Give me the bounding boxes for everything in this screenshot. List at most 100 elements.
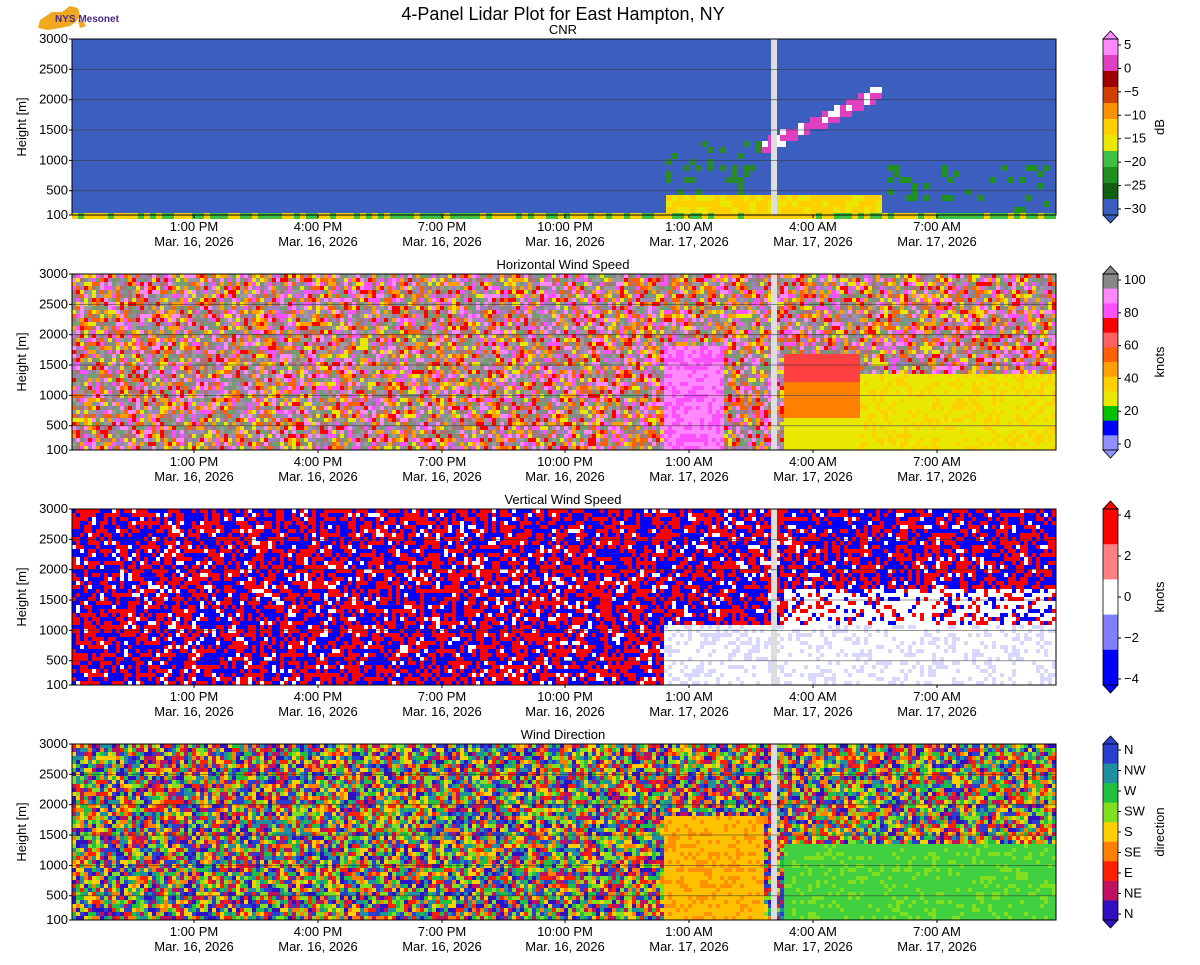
x-tick-time: 7:00 PM (418, 454, 466, 469)
x-tick-date: Mar. 16, 2026 (154, 939, 234, 954)
x-tick-time: 4:00 PM (294, 454, 342, 469)
colorbar-label: dB (1152, 119, 1167, 135)
colorbar-tick-label: E (1124, 865, 1133, 880)
colorbar-segment (1103, 406, 1118, 421)
figure-title: 4-Panel Lidar Plot for East Hampton, NY (401, 4, 724, 24)
x-tick-date: Mar. 17, 2026 (897, 234, 977, 249)
colorbar-segment (1103, 509, 1118, 545)
data-gap (771, 744, 777, 920)
x-tick-date: Mar. 17, 2026 (773, 704, 853, 719)
x-tick-time: 7:00 AM (913, 219, 961, 234)
colorbar-segment (1103, 303, 1118, 318)
colorbar-tick-label: 5 (1124, 37, 1131, 52)
colorbar-tick-label: 2 (1124, 548, 1131, 563)
x-tick-date: Mar. 16, 2026 (278, 939, 358, 954)
colorbar-segment (1103, 615, 1118, 651)
colorbar-tick-label: N (1124, 906, 1133, 921)
colorbar-tick-label: NW (1124, 763, 1146, 778)
colorbar-segment (1103, 289, 1118, 304)
x-tick-date: Mar. 16, 2026 (402, 469, 482, 484)
heatmap-cells (72, 274, 1056, 450)
x-tick-time: 1:00 AM (665, 454, 713, 469)
colorbar-tick-label: SW (1124, 804, 1146, 819)
colorbar-segment (1103, 783, 1118, 803)
y-tick-label: 2500 (39, 766, 68, 781)
colorbar-label: direction (1152, 807, 1167, 856)
panel-title: CNR (549, 22, 577, 37)
x-tick-date: Mar. 16, 2026 (525, 469, 605, 484)
x-tick-time: 7:00 PM (418, 689, 466, 704)
colorbar-tick-label: 4 (1124, 507, 1131, 522)
x-tick-date: Mar. 16, 2026 (525, 939, 605, 954)
x-tick-time: 1:00 AM (665, 689, 713, 704)
x-tick-date: Mar. 16, 2026 (278, 469, 358, 484)
data-gap (771, 274, 777, 450)
y-axis-label: Height [m] (14, 332, 29, 391)
colorbar-segment (1103, 377, 1118, 392)
y-tick-label: 2000 (39, 797, 68, 812)
colorbar-tick-label: N (1124, 742, 1133, 757)
x-tick-date: Mar. 17, 2026 (649, 234, 729, 249)
y-tick-label: 1500 (39, 827, 68, 842)
colorbar-segment (1103, 435, 1118, 450)
y-tick-label: 1500 (39, 592, 68, 607)
x-tick-time: 1:00 AM (665, 924, 713, 939)
x-tick-time: 10:00 PM (537, 924, 593, 939)
y-tick-label: 100 (46, 207, 68, 222)
colorbar-segment (1103, 744, 1118, 764)
y-axis-label: Height [m] (14, 567, 29, 626)
colorbar-segment (1103, 861, 1118, 881)
colorbar-segment (1103, 135, 1118, 152)
panel-2: Horizontal Wind Speed1005001000150020002… (14, 257, 1167, 484)
colorbar-segment (1103, 362, 1118, 377)
colorbar-label: knots (1152, 346, 1167, 378)
colorbar-label: knots (1152, 581, 1167, 613)
colorbar-tick-label: NE (1124, 886, 1142, 901)
y-tick-label: 1000 (39, 152, 68, 167)
colorbar-segment (1103, 274, 1118, 289)
y-tick-label: 2500 (39, 531, 68, 546)
y-tick-label: 1500 (39, 122, 68, 137)
colorbar-segment (1103, 881, 1118, 901)
colorbar-segment (1103, 391, 1118, 406)
colorbar-segment (1103, 87, 1118, 104)
colorbar-segment (1103, 119, 1118, 136)
colorbar-tick-label: 80 (1124, 305, 1138, 320)
x-tick-time: 1:00 PM (170, 219, 218, 234)
panel-3: Vertical Wind Speed100500100015002000250… (14, 492, 1167, 719)
x-tick-date: Mar. 16, 2026 (402, 234, 482, 249)
x-tick-date: Mar. 17, 2026 (773, 939, 853, 954)
x-tick-date: Mar. 17, 2026 (897, 939, 977, 954)
x-tick-time: 1:00 AM (665, 219, 713, 234)
x-tick-time: 4:00 AM (789, 924, 837, 939)
y-tick-label: 2000 (39, 327, 68, 342)
x-tick-time: 4:00 PM (294, 689, 342, 704)
x-tick-time: 4:00 AM (789, 689, 837, 704)
colorbar-tick-label: 60 (1124, 338, 1138, 353)
x-tick-date: Mar. 17, 2026 (649, 704, 729, 719)
colorbar-tick-label: W (1124, 783, 1137, 798)
colorbar-segment (1103, 803, 1118, 823)
colorbar-tick-label: 0 (1124, 436, 1131, 451)
panel-title: Horizontal Wind Speed (497, 257, 630, 272)
y-tick-label: 1000 (39, 857, 68, 872)
y-tick-label: 500 (46, 183, 68, 198)
colorbar-segment (1103, 318, 1118, 333)
y-tick-label: 2000 (39, 92, 68, 107)
colorbar-tick-label: −5 (1124, 84, 1139, 99)
x-tick-time: 7:00 PM (418, 219, 466, 234)
y-tick-label: 100 (46, 442, 68, 457)
colorbar-tick-label: 20 (1124, 403, 1138, 418)
x-tick-date: Mar. 16, 2026 (154, 234, 234, 249)
colorbar-tick-label: −30 (1124, 201, 1146, 216)
colorbar-tick-label: −2 (1124, 630, 1139, 645)
x-tick-date: Mar. 16, 2026 (278, 234, 358, 249)
y-tick-label: 500 (46, 888, 68, 903)
colorbar-segment (1103, 151, 1118, 168)
y-tick-label: 1000 (39, 622, 68, 637)
x-tick-date: Mar. 16, 2026 (154, 704, 234, 719)
x-tick-time: 4:00 AM (789, 454, 837, 469)
y-tick-label: 2500 (39, 296, 68, 311)
